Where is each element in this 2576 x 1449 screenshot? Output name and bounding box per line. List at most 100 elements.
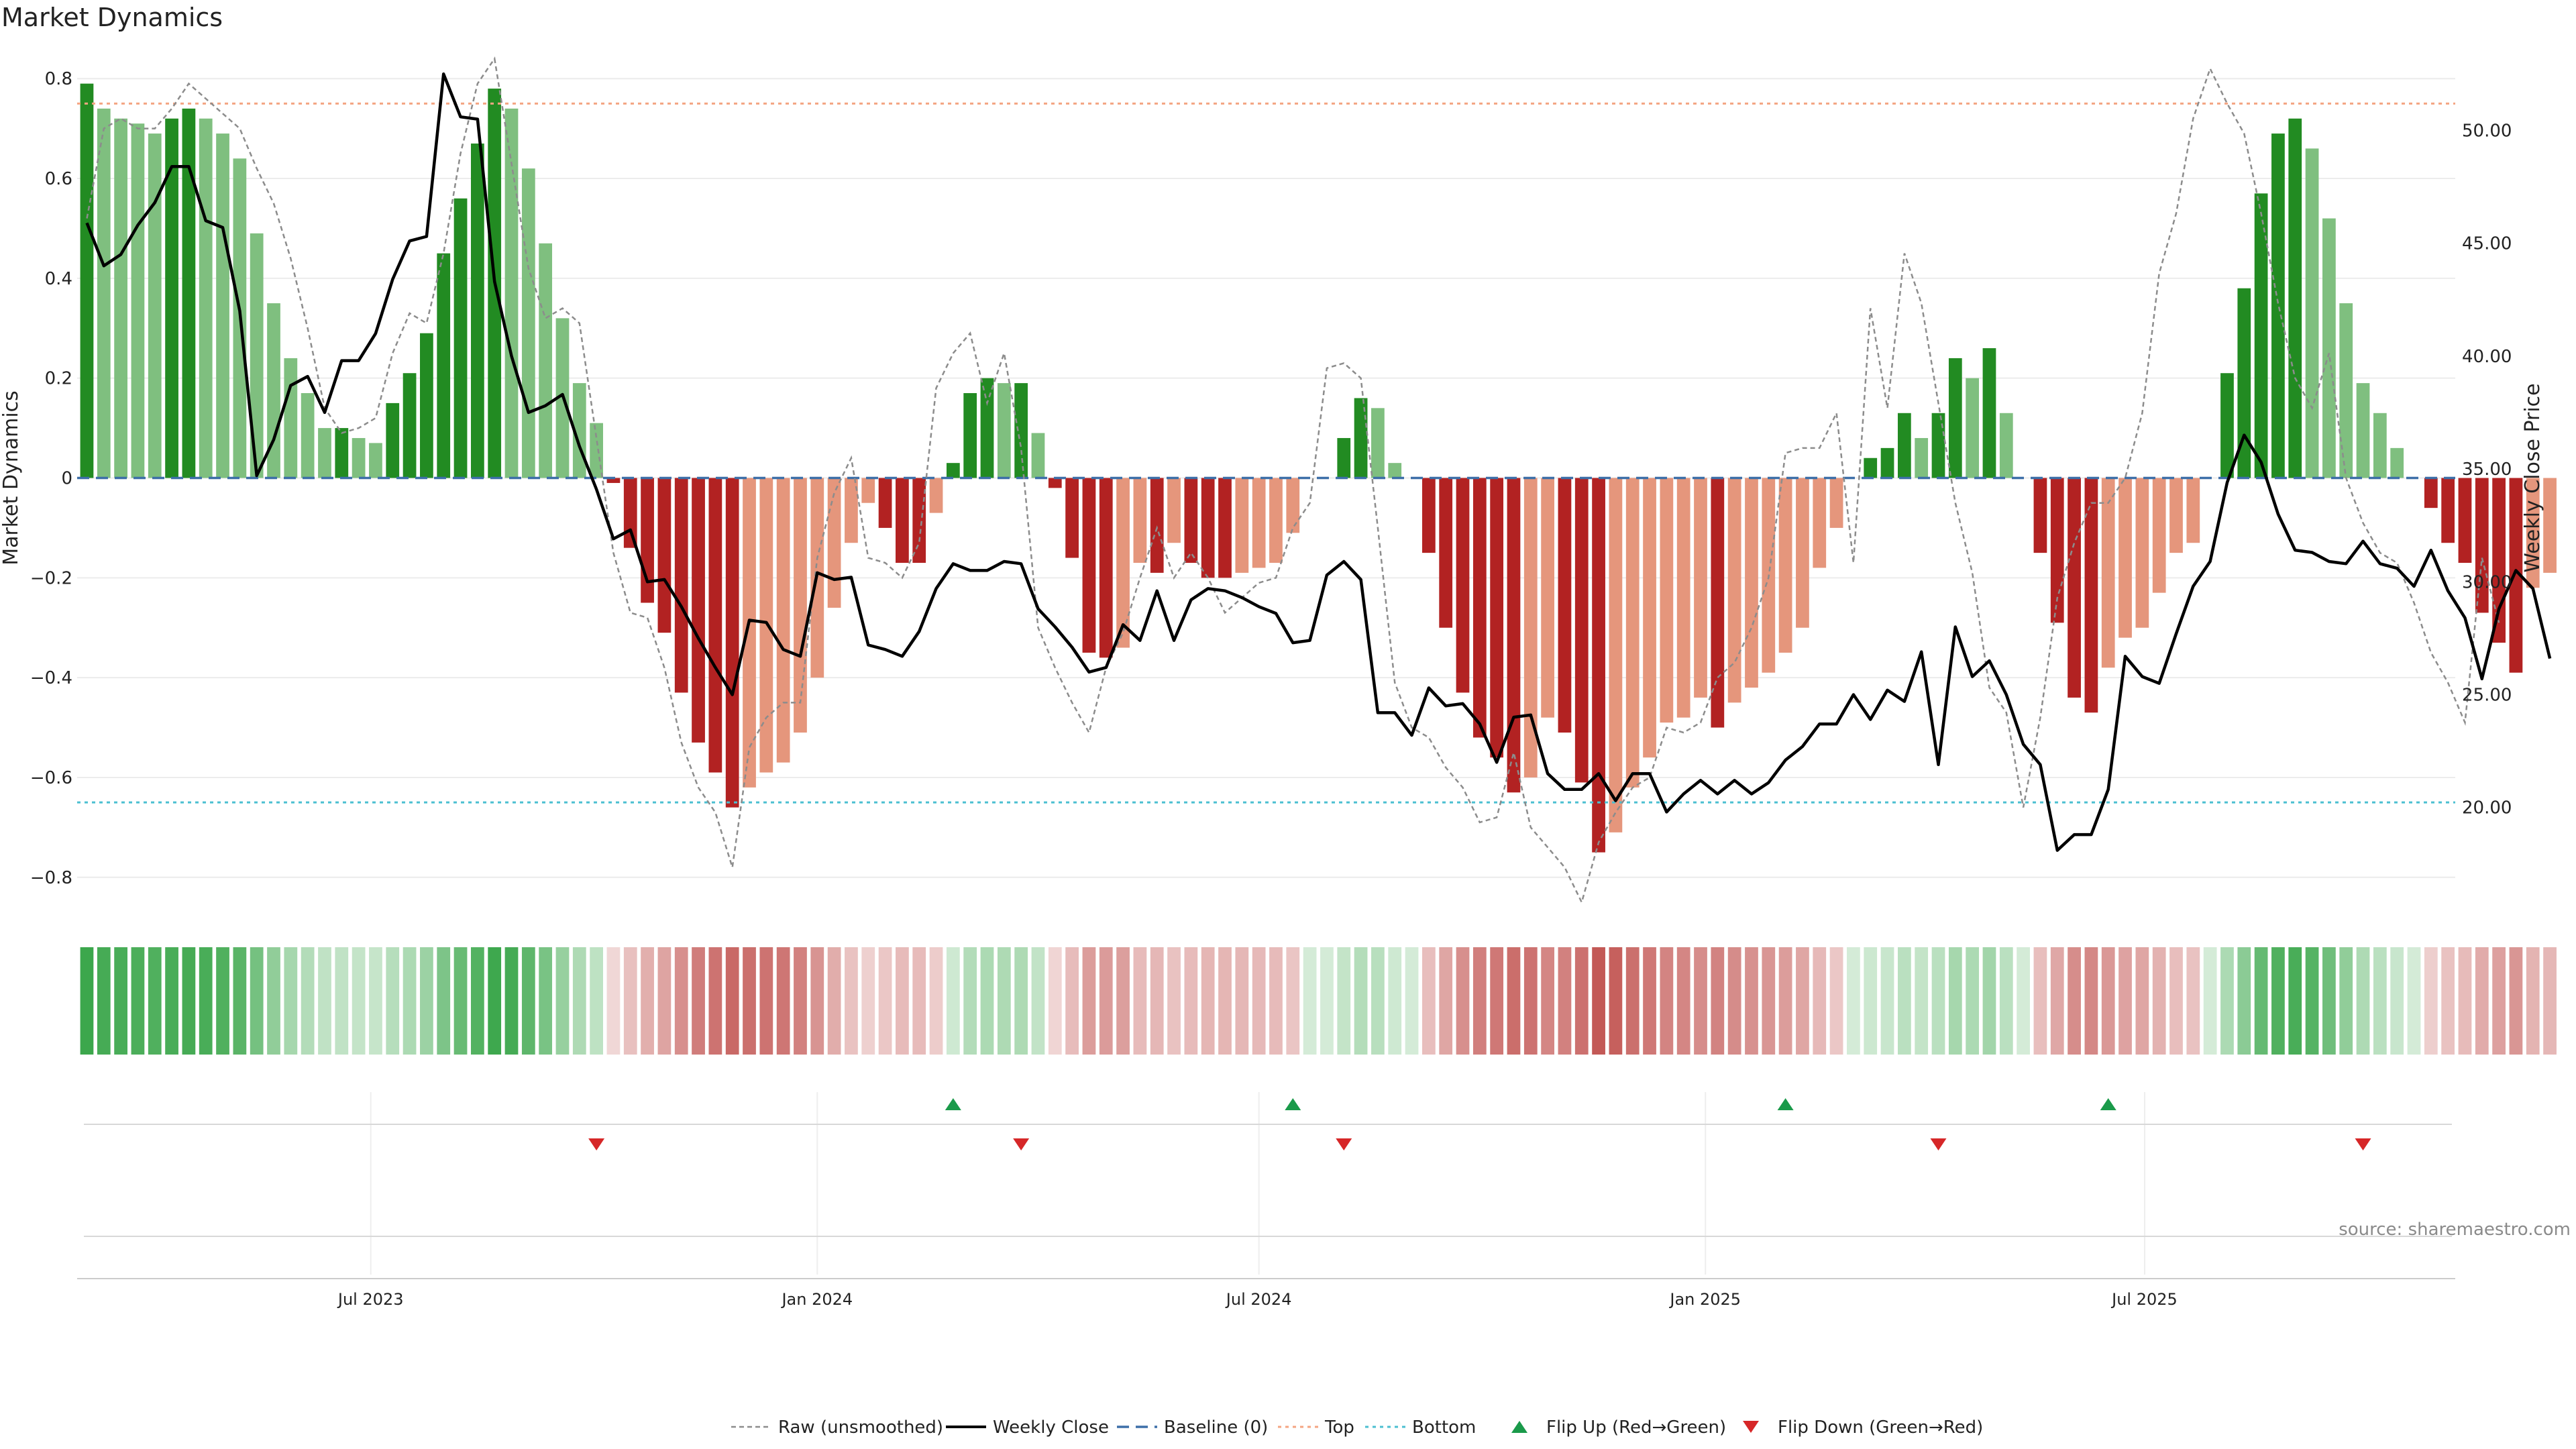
momentum-bar [929, 478, 943, 513]
y-tick-label: −0.4 [30, 668, 72, 688]
ribbon-cell [1813, 947, 1827, 1055]
momentum-bar [1558, 478, 1572, 733]
ribbon-cell [420, 947, 433, 1055]
y-tick-label: −0.2 [30, 568, 72, 588]
ribbon-cell [2101, 947, 2115, 1055]
ribbon-cell [386, 947, 400, 1055]
momentum-bar [1711, 478, 1725, 728]
flip-down-marker [1013, 1138, 1030, 1150]
ribbon-cell [980, 947, 994, 1055]
momentum-bar [1388, 463, 1402, 478]
ribbon-cell [267, 947, 280, 1055]
y-tick-label: 0.6 [45, 169, 72, 189]
ribbon-cell [674, 947, 688, 1055]
ribbon-cell [1796, 947, 1809, 1055]
ribbon-cell [1966, 947, 1980, 1055]
y2-tick-label: 40.00 [2462, 347, 2512, 367]
momentum-bar [1625, 478, 1640, 788]
ribbon-cell [1371, 947, 1385, 1055]
momentum-bar [1676, 478, 1690, 718]
momentum-bar [1184, 478, 1198, 563]
ribbon-cell [1201, 947, 1215, 1055]
ribbon-cell [896, 947, 909, 1055]
momentum-bar [1813, 478, 1827, 568]
momentum-bar [1829, 478, 1843, 528]
ribbon-cell [2017, 947, 2030, 1055]
ribbon-cell [1609, 947, 1623, 1055]
ribbon-cell [1574, 947, 1589, 1055]
momentum-bar [420, 333, 433, 478]
ribbon-cell [946, 947, 960, 1055]
momentum-bar [2441, 478, 2455, 543]
ribbon-cell [2118, 947, 2132, 1055]
ribbon-cell [1218, 947, 1232, 1055]
momentum-bar [2373, 413, 2387, 478]
ribbon-cell [929, 947, 943, 1055]
momentum-bar [1133, 478, 1147, 563]
momentum-bar [2322, 218, 2336, 478]
momentum-bar [1337, 437, 1351, 478]
ribbon-cell [1167, 947, 1181, 1055]
ribbon-cell [725, 947, 739, 1055]
y2-tick-label: 25.00 [2462, 685, 2512, 705]
momentum-bar [1014, 383, 1028, 478]
ribbon-cell [1354, 947, 1368, 1055]
momentum-bar [182, 108, 196, 478]
momentum-bar [1218, 478, 1232, 578]
momentum-bar [267, 303, 280, 478]
momentum-bar [657, 478, 672, 633]
ribbon-cell [250, 947, 264, 1055]
ribbon-cell [2458, 947, 2472, 1055]
momentum-bar [1541, 478, 1554, 718]
y-tick-label: 0.2 [45, 369, 72, 389]
momentum-bar [878, 478, 892, 528]
ribbon-cell [878, 947, 892, 1055]
ribbon-cell [1523, 947, 1538, 1055]
ribbon-cell [470, 947, 484, 1055]
ribbon-cell [1507, 947, 1521, 1055]
momentum-bar [1643, 478, 1656, 758]
x-tick-label: Jul 2025 [2110, 1290, 2178, 1309]
momentum-bar [2118, 478, 2132, 638]
legend-label: Top [1324, 1417, 1354, 1438]
momentum-bar [1235, 478, 1249, 573]
momentum-bar [1931, 413, 1945, 478]
ribbon-cell [1116, 947, 1130, 1055]
ribbon-cell [1694, 947, 1707, 1055]
ribbon-cell [2169, 947, 2183, 1055]
ribbon-cell [827, 947, 841, 1055]
ribbon-cell [504, 947, 519, 1055]
ribbon-cell [1184, 947, 1198, 1055]
ribbon-cell [284, 947, 298, 1055]
ribbon-cell [2186, 947, 2200, 1055]
momentum-bar [743, 478, 756, 788]
ribbon-cell [743, 947, 756, 1055]
ribbon-cell [776, 947, 790, 1055]
chart-title: Market Dynamics [1, 3, 223, 32]
ribbon-cell [1286, 947, 1300, 1055]
flip-up-marker [1285, 1098, 1301, 1110]
momentum-bar [997, 383, 1011, 478]
ribbon-cell [1405, 947, 1419, 1055]
momentum-bar [2237, 288, 2251, 478]
ribbon-cell [301, 947, 315, 1055]
ribbon-cell [2050, 947, 2064, 1055]
momentum-bar [1082, 478, 1096, 653]
ribbon-cell [437, 947, 451, 1055]
ribbon-cell [1082, 947, 1096, 1055]
legend-swatch [1743, 1421, 1759, 1433]
legend-swatch [1511, 1421, 1527, 1433]
y2-tick-label: 35.00 [2462, 460, 2512, 480]
ribbon-cell [352, 947, 366, 1055]
momentum-bar [2356, 383, 2370, 478]
ribbon-cell [572, 947, 586, 1055]
ribbon-cell [2356, 947, 2370, 1055]
ribbon-cell [2305, 947, 2319, 1055]
momentum-bar [692, 478, 705, 743]
momentum-bar [2492, 478, 2506, 643]
ribbon-cell [2135, 947, 2149, 1055]
ribbon-cell [216, 947, 229, 1055]
momentum-bar [250, 233, 264, 478]
y-tick-label: 0.4 [45, 269, 72, 289]
